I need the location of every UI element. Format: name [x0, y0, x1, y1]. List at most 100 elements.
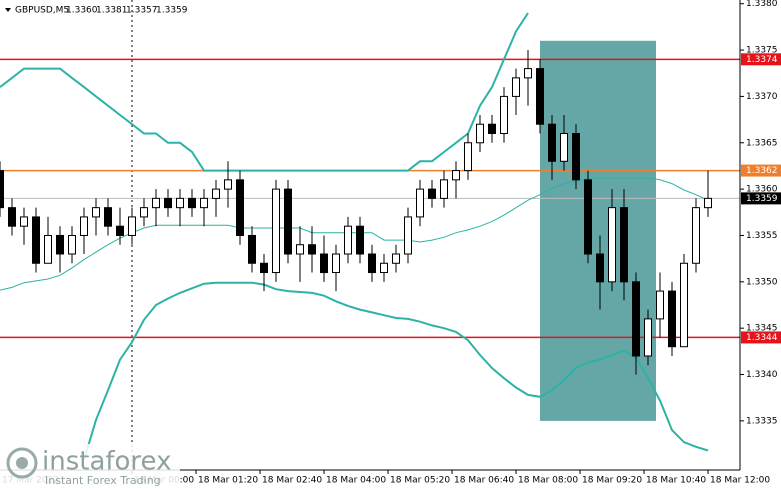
current-price-label: 1.3359	[746, 194, 778, 204]
candle-body	[632, 281, 640, 357]
candle-body	[224, 179, 232, 190]
candle-body	[164, 197, 172, 209]
level-label-bg	[741, 164, 781, 177]
candle-body	[20, 216, 28, 227]
candle-body	[296, 244, 304, 255]
candle-body	[248, 234, 256, 264]
y-tick-label: 1.3370	[746, 92, 778, 102]
watermark-brand: instaforex	[42, 447, 171, 477]
candle-body	[32, 216, 40, 264]
candle-body	[536, 68, 544, 125]
candle-body	[236, 179, 244, 236]
candle-body	[656, 290, 664, 320]
candle-body	[332, 253, 340, 274]
candle-body	[116, 225, 124, 236]
watermark-tagline: Instant Forex Trading	[45, 474, 161, 487]
watermark: instaforex Instant Forex Trading	[0, 444, 180, 489]
level-label: 1.3374	[746, 55, 778, 65]
candle-body	[188, 197, 196, 209]
candle-body	[440, 179, 448, 199]
x-tick-label: 18 Mar 09:20	[582, 476, 642, 486]
candle-body	[152, 197, 160, 209]
candle-body	[80, 216, 88, 236]
x-tick-label: 18 Mar 01:20	[198, 476, 258, 486]
current-price-bg	[741, 192, 781, 205]
candle-body	[56, 234, 64, 255]
candle-body	[8, 207, 16, 227]
candle-body	[284, 188, 292, 255]
candle-body	[596, 253, 604, 283]
candle-body	[680, 262, 688, 348]
candle-body	[608, 207, 616, 283]
candle-body	[416, 188, 424, 218]
level-label-bg	[741, 53, 781, 66]
candle-body	[524, 68, 532, 79]
candle-body	[692, 207, 700, 264]
header-value: 1.3360	[66, 6, 98, 16]
candle-body	[128, 216, 136, 236]
plot-area	[0, 0, 740, 470]
header-arrow	[5, 8, 11, 12]
x-tick-label: 18 Mar 06:40	[454, 476, 514, 486]
candle-body	[212, 188, 220, 199]
header-value: 1.3359	[156, 6, 188, 16]
y-tick-label: 1.3375	[746, 46, 778, 56]
candle-body	[620, 207, 628, 283]
candle-body	[548, 123, 556, 162]
candle-body	[572, 132, 580, 181]
candle-body	[44, 234, 52, 264]
y-tick-label: 1.3350	[746, 277, 778, 287]
y-tick-label: 1.3365	[746, 138, 778, 148]
y-tick-label: 1.3380	[746, 0, 778, 9]
candle-body	[176, 197, 184, 209]
level-label: 1.3344	[746, 333, 778, 343]
band-line	[83, 281, 709, 461]
header-value: 1.3357	[126, 6, 158, 16]
candle-body	[92, 207, 100, 218]
x-tick-label: 18 Mar 10:40	[646, 476, 706, 486]
x-tick-label: 18 Mar 12:00	[710, 476, 770, 486]
candle-body	[428, 188, 436, 199]
candle-body	[476, 123, 484, 144]
candle-body	[320, 253, 328, 274]
candle-body	[500, 95, 508, 134]
candle-body	[308, 244, 316, 255]
candle-body	[464, 142, 472, 172]
candle-body	[452, 170, 460, 181]
candle-body	[488, 123, 496, 134]
watermark-logo-dot	[16, 457, 28, 469]
x-tick-label: 18 Mar 05:20	[390, 476, 450, 486]
candle-body	[584, 179, 592, 255]
candle-body	[344, 225, 352, 255]
candle-body	[104, 207, 112, 227]
candle-body	[392, 253, 400, 264]
candle-body	[272, 188, 280, 274]
y-tick-label: 1.3360	[746, 185, 778, 195]
candle-body	[644, 318, 652, 357]
candle-body	[704, 197, 712, 209]
candle-body	[668, 290, 676, 348]
x-tick-label: 18 Mar 04:00	[326, 476, 386, 486]
candle-body	[260, 262, 268, 274]
y-tick-label: 1.3335	[746, 416, 778, 426]
candle-body	[68, 234, 76, 255]
band-line	[0, 12, 529, 172]
candle-body	[380, 262, 388, 274]
symbol: GBPUSD,M5	[15, 6, 69, 16]
header-value: 1.3381	[96, 6, 128, 16]
candle-body	[560, 132, 568, 162]
y-tick-label: 1.3345	[746, 324, 778, 334]
y-tick-label: 1.3340	[746, 370, 778, 380]
x-tick-label: 18 Mar 02:40	[262, 476, 322, 486]
watermark-logo	[6, 447, 38, 479]
candle-body	[200, 197, 208, 209]
band-line	[0, 177, 709, 291]
candle-body	[512, 77, 520, 97]
x-tick-label: 18 Mar 08:00	[518, 476, 578, 486]
candle-body	[368, 253, 376, 274]
candle-body	[140, 207, 148, 218]
candle-body	[356, 225, 364, 255]
